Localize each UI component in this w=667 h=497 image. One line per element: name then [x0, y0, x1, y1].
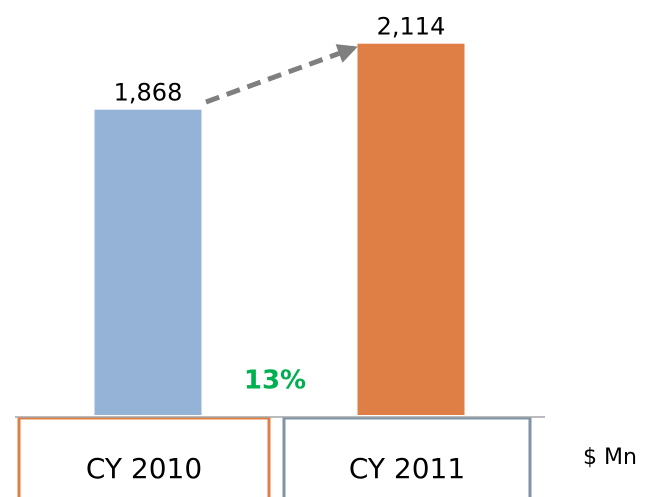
growth-annotation: 13% — [244, 366, 306, 396]
x-tick-label: CY 2010 — [86, 452, 202, 485]
bar — [94, 109, 202, 415]
value-label: 2,114 — [377, 13, 446, 41]
value-label: 1,868 — [114, 79, 183, 107]
bar — [357, 43, 465, 415]
unit-label: $ Mn — [583, 445, 637, 470]
x-tick-label: CY 2011 — [349, 452, 465, 485]
category-box — [282, 416, 532, 497]
category-box — [17, 416, 271, 497]
growth-arrow — [205, 44, 358, 105]
